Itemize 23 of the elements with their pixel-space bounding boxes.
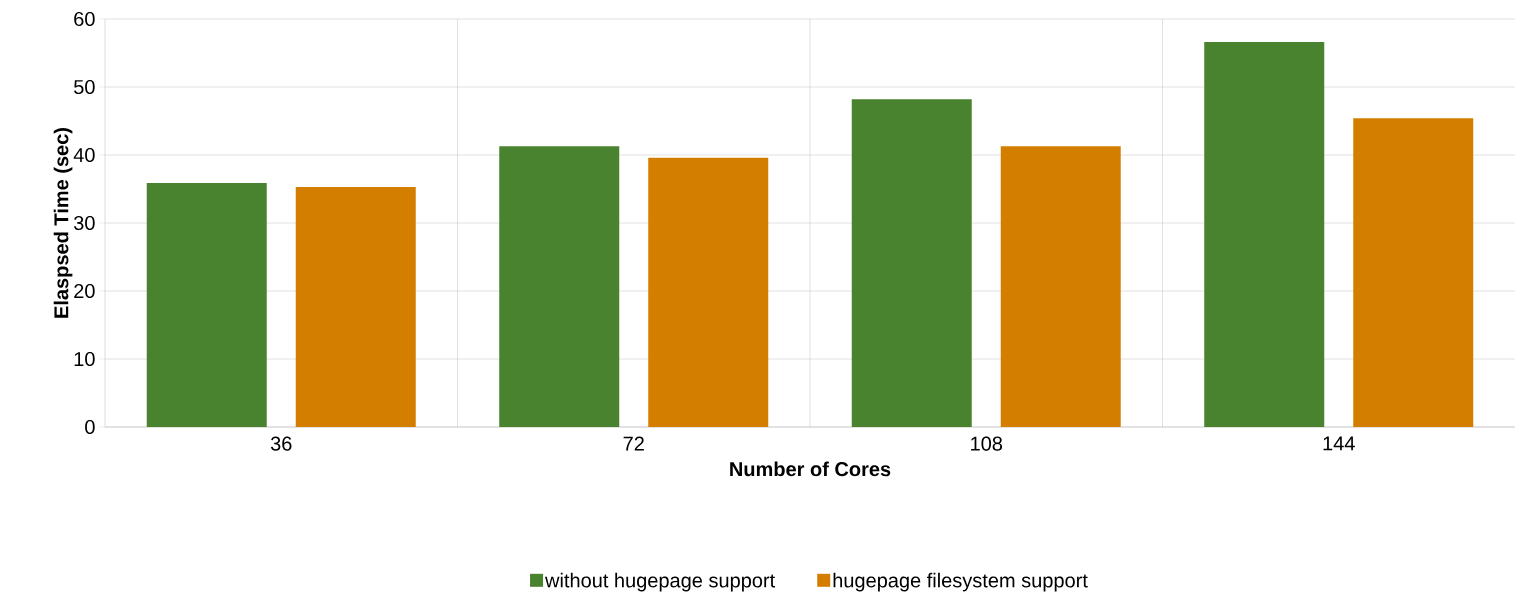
bar xyxy=(851,99,972,427)
x-tick-label: 144 xyxy=(1323,436,1355,451)
bar xyxy=(146,182,267,427)
bar xyxy=(295,186,416,427)
y-axis-title: Elaspsed Time (sec) xyxy=(53,128,73,318)
legend-label: without hugepage support xyxy=(545,572,776,592)
y-tick-label: 10 xyxy=(74,351,95,367)
y-tick-label: 40 xyxy=(73,147,95,163)
bar xyxy=(1204,42,1325,427)
x-tick-label: 36 xyxy=(270,436,292,451)
x-axis-title: Number of Cores xyxy=(730,461,891,477)
bar xyxy=(648,157,769,427)
bar xyxy=(1000,146,1121,427)
y-tick-label: 60 xyxy=(74,11,95,27)
legend-label: hugepage filesystem support xyxy=(833,572,1088,592)
y-tick-label: 50 xyxy=(74,79,95,95)
x-tick-label: 108 xyxy=(971,436,1003,451)
y-tick-label: 20 xyxy=(74,283,95,299)
bar xyxy=(499,146,620,427)
x-tick-label: 72 xyxy=(623,436,644,451)
bar xyxy=(1353,118,1474,427)
y-tick-label: 0 xyxy=(85,419,95,435)
y-tick-label: 30 xyxy=(73,215,95,231)
